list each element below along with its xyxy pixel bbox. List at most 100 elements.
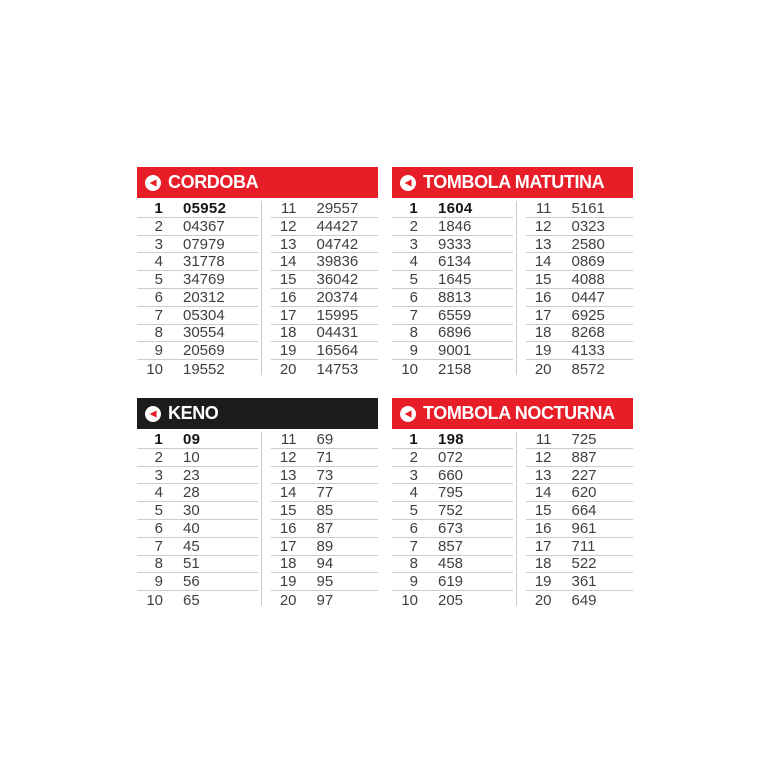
results-column-1-10: 1 198 2 072 3 660 4 795 5 752 6 673 7 857 8 458 9 619 10 20… xyxy=(392,431,513,609)
table-row: 9 619 xyxy=(392,573,513,592)
table-row: 20 8572 xyxy=(526,360,634,378)
draw-position: 9 xyxy=(154,342,163,360)
panel-title: TOMBOLA MATUTINA xyxy=(423,172,605,192)
results-column-11-20: 11 5161 12 0323 13 2580 14 0869 15 4088 16 0447 17 69… xyxy=(513,200,634,378)
draw-number: 65 xyxy=(183,591,200,609)
draw-number: 620 xyxy=(571,484,597,502)
table-row: 10 65 xyxy=(137,591,258,609)
draw-number: 20569 xyxy=(183,342,225,360)
draw-position: 19 xyxy=(534,573,552,591)
table-row: 13 227 xyxy=(525,467,633,485)
draw-position: 16 xyxy=(534,519,552,537)
results-table: 1 1604 2 1846 3 9333 4 6134 5 1645 6 8813 7 6559 8 6896… xyxy=(392,200,633,378)
draw-position: 19 xyxy=(534,342,552,360)
table-row: 18 94 xyxy=(270,555,378,574)
table-row: 16 87 xyxy=(270,520,378,538)
table-row: 17 15995 xyxy=(270,306,378,325)
draw-position: 6 xyxy=(409,288,418,306)
draw-number: 44427 xyxy=(316,217,359,235)
table-row: 4 31778 xyxy=(137,253,258,272)
table-row: 12 44427 xyxy=(270,217,378,236)
table-row: 4 6134 xyxy=(392,253,513,272)
table-row: 2 072 xyxy=(392,449,513,467)
draw-number: 04742 xyxy=(316,235,359,253)
draw-number: 4088 xyxy=(571,271,605,289)
draw-position: 4 xyxy=(154,484,163,502)
draw-number: 619 xyxy=(438,573,464,591)
draw-number: 15995 xyxy=(316,306,359,324)
table-row: 18 04431 xyxy=(270,324,378,343)
draw-position: 15 xyxy=(279,502,297,520)
draw-position: 12 xyxy=(279,448,297,466)
draw-position: 17 xyxy=(534,306,552,324)
table-row: 2 04367 xyxy=(137,218,258,236)
draw-position: 11 xyxy=(280,199,297,217)
table-row: 11 725 xyxy=(525,430,633,449)
draw-position: 2 xyxy=(154,217,163,235)
table-row: 16 20374 xyxy=(270,288,378,307)
draw-number: 6925 xyxy=(571,306,605,324)
draw-position: 11 xyxy=(535,430,552,448)
draw-number: 205 xyxy=(438,591,464,609)
draw-position: 4 xyxy=(409,253,418,271)
draw-number: 711 xyxy=(571,537,596,555)
table-row: 15 4088 xyxy=(525,271,633,289)
draw-position: 6 xyxy=(154,288,163,306)
draw-position: 3 xyxy=(409,466,418,484)
draw-position: 7 xyxy=(409,537,418,555)
draw-position: 20 xyxy=(534,360,552,378)
table-row: 8 30554 xyxy=(137,324,258,343)
table-row: 6 673 xyxy=(392,520,513,538)
draw-position: 15 xyxy=(534,502,552,520)
draw-number: 31778 xyxy=(183,253,225,271)
draw-number: 522 xyxy=(571,555,597,573)
draw-position: 7 xyxy=(154,306,163,324)
table-row: 3 07979 xyxy=(137,236,258,254)
results-column-1-10: 1 1604 2 1846 3 9333 4 6134 5 1645 6 8813 7 6559 8 6896… xyxy=(392,200,513,378)
draw-number: 664 xyxy=(571,502,597,520)
draw-position: 10 xyxy=(401,591,418,609)
table-row: 19 16564 xyxy=(270,342,378,361)
table-row: 15 664 xyxy=(525,502,633,520)
table-row: 11 5161 xyxy=(525,200,633,218)
panel-title: KENO xyxy=(168,403,219,423)
column-divider xyxy=(261,432,262,606)
draw-position: 6 xyxy=(154,519,163,537)
draw-position: 4 xyxy=(409,484,418,502)
draw-position: 20 xyxy=(279,591,297,609)
draw-position: 17 xyxy=(534,537,552,555)
table-row: 17 89 xyxy=(270,538,378,556)
table-row: 11 69 xyxy=(270,430,378,449)
draw-position: 5 xyxy=(154,502,163,520)
draw-number: 30554 xyxy=(183,324,225,342)
draw-number: 2158 xyxy=(438,360,472,378)
table-row: 14 77 xyxy=(270,484,378,503)
results-column-11-20: 11 29557 12 44427 13 04742 14 39836 15 36042 16 203… xyxy=(258,199,379,378)
table-row: 4 795 xyxy=(392,484,513,503)
table-row: 9 56 xyxy=(137,573,258,592)
table-row: 18 8268 xyxy=(525,324,633,343)
draw-number: 10 xyxy=(183,448,200,466)
draw-number: 28 xyxy=(183,484,200,502)
panel-tombola-nocturna: TOMBOLA NOCTURNA 1 198 2 072 3 660 4 795 5 752 6 673… xyxy=(392,398,633,609)
table-row: 10 2158 xyxy=(392,360,513,378)
draw-number: 39836 xyxy=(316,253,359,271)
table-row: 20 649 xyxy=(526,591,634,609)
draw-position: 11 xyxy=(280,430,297,448)
results-table: 1 09 2 10 3 23 4 28 5 30 6 40 7 45 8 51 9 56 10 65 11 69 12 71 1… xyxy=(137,431,378,609)
draw-number: 20374 xyxy=(316,288,359,306)
draw-position: 19 xyxy=(279,573,297,591)
panel-title: CORDOBA xyxy=(168,172,259,192)
table-row: 4 28 xyxy=(137,484,258,503)
draw-position: 5 xyxy=(154,271,163,289)
draw-number: 1846 xyxy=(438,217,472,235)
draw-position: 18 xyxy=(534,555,552,573)
draw-position: 16 xyxy=(279,288,297,306)
table-row: 20 14753 xyxy=(271,360,379,378)
draw-number: 23 xyxy=(183,466,200,484)
draw-number: 77 xyxy=(316,484,334,502)
table-row: 5 752 xyxy=(392,502,513,520)
draw-number: 14753 xyxy=(316,360,359,378)
draw-number: 0447 xyxy=(571,288,605,306)
draw-position: 3 xyxy=(409,235,418,253)
